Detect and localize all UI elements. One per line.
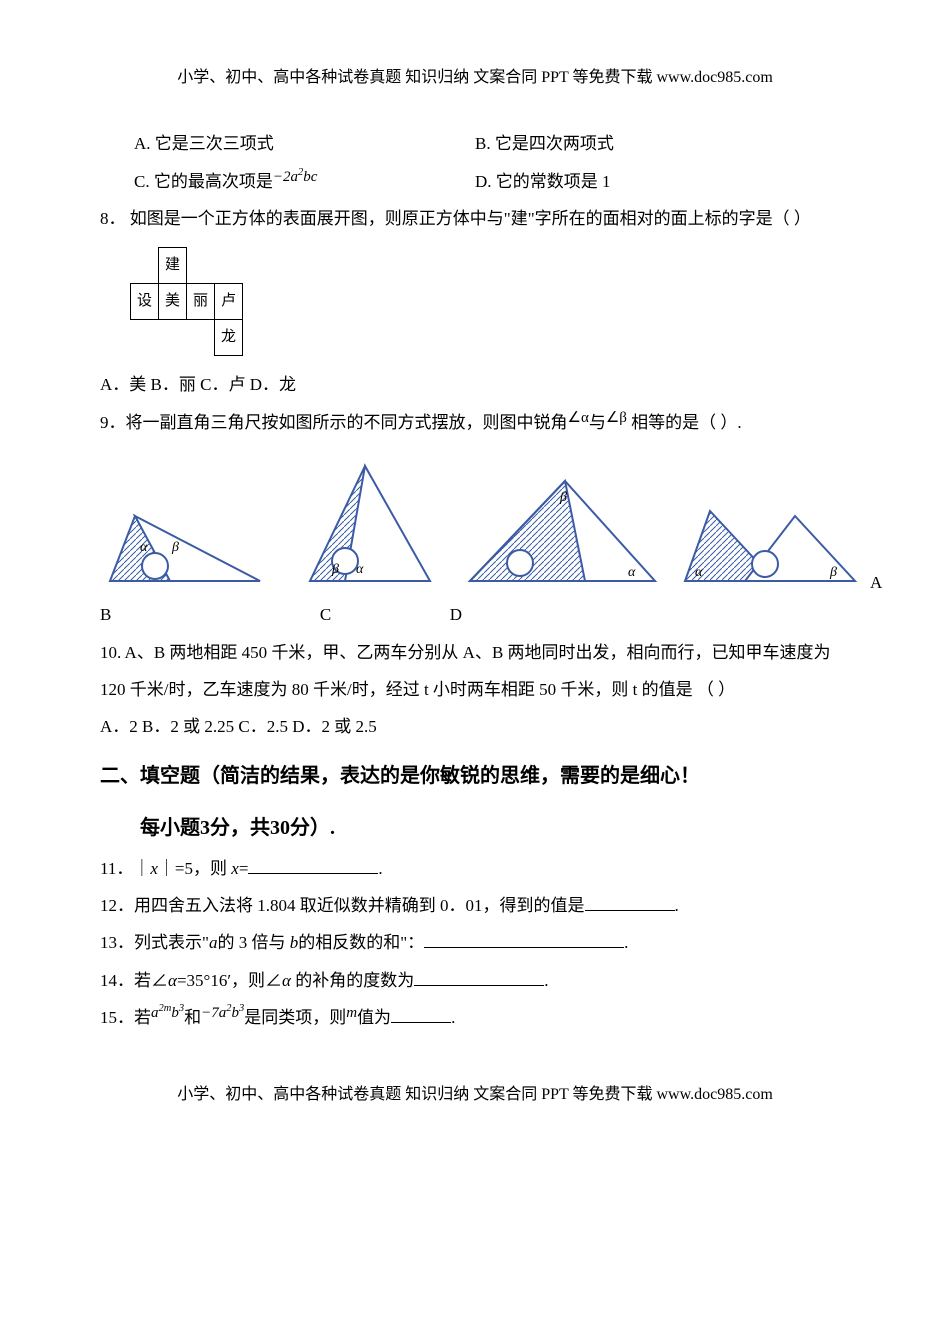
q11-pre: 11．｜	[100, 859, 150, 878]
cube-cell-lu: 卢	[215, 284, 243, 320]
section2-title-line1: 二、填空题（简洁的结果，表达的是你敏锐的思维，需要的是细心！	[100, 754, 850, 798]
q9-labels-row: B C D	[100, 596, 850, 633]
cube-cell-jian: 建	[159, 248, 187, 284]
q14-a1: α	[168, 971, 177, 990]
triangle-figure-1: α β	[100, 491, 270, 591]
triangle-figures-row: α β β α	[100, 461, 850, 591]
triangle-figure-4: α β	[680, 496, 860, 591]
q7-opt-c-math: −2a2bc	[273, 169, 318, 185]
svg-text:α: α	[695, 565, 703, 580]
q11-x2: x	[231, 859, 239, 878]
q9-label-a: A	[870, 564, 882, 601]
q15-pre: 15．若	[100, 1008, 151, 1027]
q15-blank	[391, 1005, 451, 1023]
svg-text:β: β	[829, 565, 837, 580]
q11: 11．｜x｜=5，则 x=.	[100, 850, 850, 887]
q7-opt-a: A. 它是三次三项式	[134, 134, 274, 153]
page-footer: 小学、初中、高中各种试卷真题 知识归纳 文案合同 PPT 等免费下载 www.d…	[100, 1077, 850, 1112]
svg-text:α: α	[140, 540, 148, 555]
cube-cell-she: 设	[131, 284, 159, 320]
q11-blank	[248, 856, 378, 874]
q9-alpha: ∠α	[568, 410, 589, 426]
q8-options: A．美 B．丽 C．卢 D．龙	[100, 366, 850, 403]
q13: 13．列式表示"a的 3 倍与 b的相反数的和"：.	[100, 924, 850, 961]
q7-opt-d: D. 它的常数项是 1	[475, 172, 611, 191]
q12-text: 12．用四舍五入法将 1.804 取近似数并精确到 0．01，得到的值是	[100, 896, 585, 915]
q14-post: 的补角的度数为	[291, 971, 414, 990]
page-header: 小学、初中、高中各种试卷真题 知识归纳 文案合同 PPT 等免费下载 www.d…	[100, 60, 850, 95]
q11-post: =	[239, 859, 249, 878]
q13-post: 的相反数的和"：	[298, 933, 424, 952]
q9-mid: 与	[589, 413, 606, 432]
q9-stem: 9．将一副直角三角尺按如图所示的不同方式摆放，则图中锐角∠α与∠β 相等的是（ …	[100, 404, 850, 441]
q13-pre: 13．列式表示"	[100, 933, 209, 952]
q14-a2: α	[282, 971, 291, 990]
q15-mid1: 和	[184, 1008, 201, 1027]
q14-pre: 14．若∠	[100, 971, 168, 990]
q7-options-row1: A. 它是三次三项式 B. 它是四次两项式	[100, 125, 850, 162]
q9-label-b: B	[100, 605, 111, 624]
q8-stem: 8． 如图是一个正方体的表面展开图，则原正方体中与"建"字所在的面相对的面上标的…	[100, 200, 850, 237]
q7-opt-c-pre: C. 它的最高次项是	[134, 172, 273, 191]
q9-label-d: D	[450, 605, 462, 624]
q9-stem-post: 相等的是（ ）.	[627, 413, 742, 432]
svg-text:α: α	[628, 565, 636, 580]
triangle-figure-2: β α	[290, 461, 440, 591]
cube-cell-long: 龙	[215, 320, 243, 356]
q11-mid: ｜=5，则	[158, 859, 231, 878]
q12-blank	[585, 893, 675, 911]
q7-options-row2: C. 它的最高次项是−2a2bc D. 它的常数项是 1	[100, 163, 850, 200]
q15-post: 值为	[357, 1008, 391, 1027]
q7-opt-b: B. 它是四次两项式	[475, 134, 614, 153]
q14-mid1: =35°16′，则∠	[177, 971, 282, 990]
svg-text:β: β	[331, 562, 339, 577]
q9-label-c: C	[320, 605, 331, 624]
q13-mid: 的 3 倍与	[217, 933, 289, 952]
svg-text:α: α	[356, 562, 364, 577]
q15-term1: a2mb3	[151, 1005, 184, 1021]
q12: 12．用四舍五入法将 1.804 取近似数并精确到 0．01，得到的值是.	[100, 887, 850, 924]
q14: 14．若∠α=35°16′，则∠α 的补角的度数为.	[100, 962, 850, 999]
q15-m: m	[346, 1005, 357, 1021]
q11-x1: x	[150, 859, 158, 878]
svg-text:β: β	[559, 490, 567, 505]
q13-b: b	[290, 933, 299, 952]
q13-blank	[424, 930, 624, 948]
q15-mid2: 是同类项，则	[244, 1008, 346, 1027]
q9-stem-pre: 9．将一副直角三角尺按如图所示的不同方式摆放，则图中锐角	[100, 413, 568, 432]
q15: 15．若a2mb3和−7a2b3是同类项，则m值为.	[100, 999, 850, 1036]
q15-term2: −7a2b3	[201, 1005, 244, 1021]
section2-title-line2: 每小题3分，共30分）.	[100, 806, 850, 850]
triangle-figure-3: β α	[460, 471, 660, 591]
q9-beta: ∠β	[606, 410, 627, 426]
q14-blank	[414, 968, 544, 986]
cube-unfold-figure: 建 设 美 丽 卢 龙	[130, 247, 850, 356]
q10-stem: 10. A、B 两地相距 450 千米，甲、乙两车分别从 A、B 两地同时出发，…	[100, 634, 850, 709]
cube-cell-li: 丽	[187, 284, 215, 320]
cube-cell-mei: 美	[159, 284, 187, 320]
svg-text:β: β	[171, 540, 179, 555]
q10-options: A．2 B．2 或 2.25 C．2.5 D．2 或 2.5	[100, 708, 850, 745]
